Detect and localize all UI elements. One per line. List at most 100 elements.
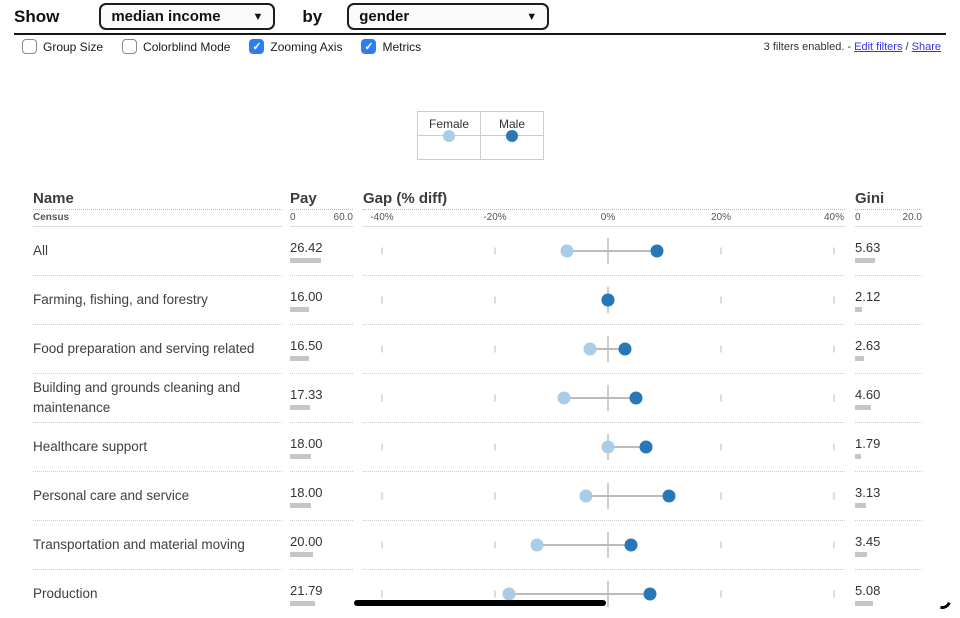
row-name-cell: Transportation and material moving: [33, 521, 282, 570]
gini-axis-max: 20.0: [902, 212, 922, 223]
row-name: Production: [33, 586, 98, 602]
gini-value: 5.63: [855, 239, 881, 255]
axis-tick: [833, 590, 835, 598]
pay-bar: [290, 257, 321, 263]
toolbar: Show median income ▼ by gender ▼: [0, 0, 960, 33]
checkbox-group-size[interactable]: Group Size: [22, 39, 103, 54]
axis-tick: [494, 590, 496, 598]
share-link[interactable]: Share: [911, 41, 941, 53]
pay-cell: 18.00: [290, 472, 353, 521]
pay-value: 18.00: [290, 435, 323, 451]
female-data-dot[interactable]: [579, 489, 593, 503]
gini-value: 3.45: [855, 533, 881, 549]
male-data-dot[interactable]: [639, 440, 653, 454]
gini-axis-min: 0: [855, 212, 861, 223]
axis-tick: [381, 492, 383, 500]
axis-tick: [494, 296, 496, 304]
checkbox-icon: [361, 39, 377, 54]
axis-tick: [720, 541, 722, 549]
pay-axis-max: 60.0: [333, 212, 353, 223]
female-data-dot[interactable]: [583, 342, 597, 356]
pay-value: 21.79: [290, 582, 323, 598]
gini-bar: [855, 502, 866, 508]
female-data-dot[interactable]: [557, 391, 571, 405]
gap-axis-tick-label: -20%: [483, 212, 507, 223]
gap-plot-cell: [363, 472, 845, 521]
female-data-dot[interactable]: [530, 538, 544, 552]
gini-cell: 3.13: [855, 472, 922, 521]
table-row: Transportation and material moving 20.00 3…: [33, 521, 927, 570]
checkbox-icon: [122, 39, 138, 54]
axis-tick: [720, 590, 722, 598]
column-header-pay[interactable]: Pay: [290, 190, 353, 210]
table-row: Production 21.79 5.08: [33, 570, 927, 618]
axis-tick: [720, 492, 722, 500]
links-separator: /: [905, 41, 909, 53]
row-name: Transportation and material moving: [33, 537, 245, 553]
row-name: All: [33, 243, 49, 259]
gini-value: 2.63: [855, 337, 881, 353]
axis-tick: [833, 443, 835, 451]
checkbox-metrics[interactable]: Metrics: [361, 39, 421, 54]
axis-tick: [720, 296, 722, 304]
gini-bar: [855, 600, 873, 606]
female-data-dot[interactable]: [502, 587, 516, 601]
column-header-gini[interactable]: Gini: [855, 190, 922, 210]
male-data-dot[interactable]: [601, 293, 615, 307]
row-name-cell: Healthcare support: [33, 423, 282, 472]
by-label: by: [302, 6, 323, 26]
legend-item-female-swatch[interactable]: [417, 129, 481, 160]
axis-tick: [833, 247, 835, 255]
axis-tick: [494, 541, 496, 549]
table-row: Food preparation and serving related 16.5…: [33, 325, 927, 374]
pay-axis-min: 0: [290, 212, 296, 223]
metric-dropdown[interactable]: median income ▼: [99, 3, 276, 30]
gini-bar: [855, 404, 872, 410]
filters-status-text: 3 filters enabled. -: [763, 41, 852, 53]
male-data-dot[interactable]: [650, 244, 664, 258]
checkbox-zooming-axis[interactable]: Zooming Axis: [249, 39, 342, 54]
female-data-dot[interactable]: [560, 244, 574, 258]
male-data-dot[interactable]: [624, 538, 638, 552]
caret-down-icon: ▼: [526, 10, 538, 23]
table-row: All 26.42 5.63: [33, 227, 927, 276]
gap-connector-line: [589, 348, 625, 350]
gap-connector-line: [508, 593, 650, 595]
male-data-dot[interactable]: [662, 489, 676, 503]
edit-filters-link[interactable]: Edit filters: [854, 41, 903, 53]
legend-item-male-swatch[interactable]: [480, 129, 544, 160]
group-dropdown-value: gender: [359, 8, 410, 25]
gini-value: 4.60: [855, 386, 881, 402]
axis-tick: [494, 443, 496, 451]
gini-value: 2.12: [855, 288, 881, 304]
pay-bar: [290, 600, 316, 606]
column-header-name[interactable]: Name: [33, 190, 282, 210]
gini-axis-labels: 0 20.0: [855, 210, 922, 227]
pay-axis-labels: 0 60.0: [290, 210, 353, 227]
gini-bar: [855, 306, 863, 312]
gini-cell: 3.45: [855, 521, 922, 570]
gap-plot-cell: [363, 325, 845, 374]
male-data-dot[interactable]: [618, 342, 632, 356]
checkbox-label: Metrics: [382, 39, 422, 54]
gini-cell: 1.79: [855, 423, 922, 472]
checkbox-colorblind-mode[interactable]: Colorblind Mode: [122, 39, 230, 54]
pay-bar: [290, 355, 310, 361]
male-data-dot[interactable]: [643, 587, 657, 601]
row-name-cell: Building and grounds cleaning and mainte…: [33, 374, 282, 423]
column-header-gap[interactable]: Gap (% diff): [363, 190, 845, 210]
pay-cell: 20.00: [290, 521, 353, 570]
horizontal-scrollbar[interactable]: [354, 600, 606, 606]
row-name: Farming, fishing, and forestry: [33, 292, 208, 308]
gap-axis-tick-label: -40%: [370, 212, 394, 223]
group-dropdown[interactable]: gender ▼: [347, 3, 550, 30]
data-table: Name Pay Gap (% diff) Gini Census 0 60.0…: [33, 190, 927, 618]
gini-cell: 2.12: [855, 276, 922, 325]
female-data-dot[interactable]: [601, 440, 615, 454]
axis-tick: [833, 345, 835, 353]
row-name: Building and grounds cleaning and mainte…: [33, 380, 241, 415]
gap-axis-tick-label: 0%: [600, 212, 616, 223]
row-name: Food preparation and serving related: [33, 341, 255, 357]
male-data-dot[interactable]: [629, 391, 643, 405]
gini-bar: [855, 355, 865, 361]
